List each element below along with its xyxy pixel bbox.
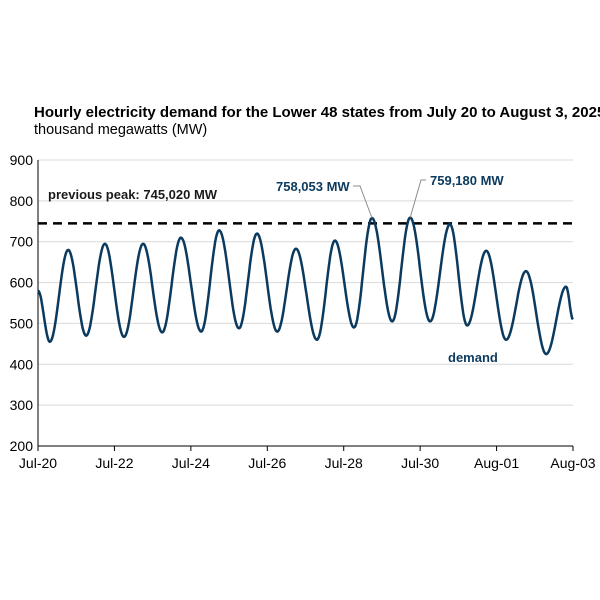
y-tick-label: 300 [10, 397, 34, 413]
y-tick-label: 400 [10, 356, 34, 372]
y-tick-label: 500 [10, 315, 34, 331]
y-tick-label: 200 [10, 438, 34, 454]
series-label: demand [448, 350, 498, 365]
previous-peak-label: previous peak: 745,020 MW [48, 187, 218, 202]
x-tick-label: Jul-22 [95, 455, 133, 471]
y-tick-label: 900 [10, 152, 34, 168]
annotation-label: 758,053 MW [276, 179, 350, 194]
x-tick-label: Jul-26 [248, 455, 286, 471]
y-tick-label: 800 [10, 193, 34, 209]
x-tick-label: Jul-30 [401, 455, 439, 471]
x-tick-label: Aug-01 [474, 455, 519, 471]
annotation-label: 759,180 MW [430, 173, 504, 188]
chart-subtitle: thousand megawatts (MW) [34, 122, 208, 138]
annotation-leader [409, 179, 426, 218]
x-tick-label: Aug-03 [550, 455, 595, 471]
annotation-leader [353, 185, 373, 219]
x-tick-label: Jul-20 [19, 455, 57, 471]
y-tick-label: 600 [10, 275, 34, 291]
x-tick-label: Jul-28 [325, 455, 363, 471]
y-tick-label: 700 [10, 234, 34, 250]
x-tick-label: Jul-24 [172, 455, 210, 471]
series-line-demand [37, 216, 574, 356]
chart-title: Hourly electricity demand for the Lower … [34, 104, 600, 121]
